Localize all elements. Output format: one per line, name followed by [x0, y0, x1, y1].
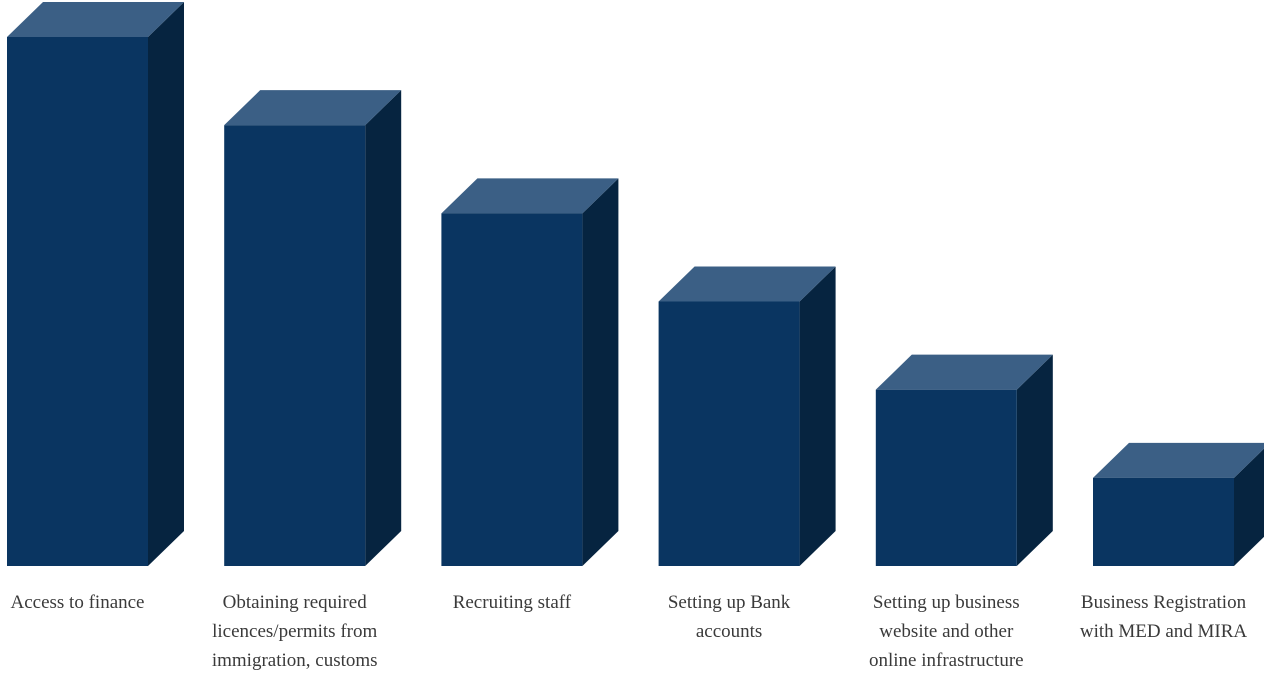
- bar-side-6: [1234, 448, 1264, 566]
- category-label-line: online infrastructure: [869, 650, 1024, 671]
- bar-1: [7, 37, 148, 566]
- category-label-line: immigration, customs: [211, 650, 378, 671]
- bar-top-6: [1093, 442, 1264, 478]
- bar-4: [658, 301, 800, 566]
- category-label-line: Setting up business: [872, 592, 1020, 613]
- bars-group: [7, 2, 1264, 567]
- category-label-line: Setting up Bank: [667, 592, 791, 613]
- category-label-3: Recruiting staff: [412, 588, 612, 617]
- category-label-2: Obtaining required licences/permits from i…: [195, 588, 395, 675]
- bar-side-1: [148, 2, 184, 566]
- category-label-line: Business Registration: [1080, 592, 1247, 613]
- bar-side-3: [582, 178, 619, 567]
- category-label-4: Setting up Bank accounts: [629, 588, 829, 646]
- category-label-line: Access to finance: [10, 592, 145, 613]
- category-label-1: Access to finance: [0, 588, 178, 617]
- bar-6: [1093, 477, 1234, 566]
- bar-top-5: [875, 354, 1053, 390]
- bar-side-5: [1016, 354, 1053, 566]
- bar-top-1: [7, 2, 184, 37]
- bar-top-2: [224, 90, 402, 126]
- bar-top-4: [658, 266, 836, 302]
- bar-top-3: [441, 178, 619, 214]
- category-label-6: Business Registration with MED and MIRA: [1064, 588, 1264, 646]
- bar-2: [224, 125, 366, 567]
- bar-5: [875, 389, 1017, 566]
- category-label-5: Setting up business website and other onli…: [846, 588, 1046, 675]
- bar-3: [441, 213, 583, 567]
- category-label-line: accounts: [695, 621, 763, 642]
- bar-side-2: [365, 90, 402, 567]
- category-label-line: licences/permits from: [212, 621, 378, 642]
- category-label-line: Obtaining required: [222, 592, 367, 613]
- category-label-line: with MED and MIRA: [1079, 621, 1248, 642]
- category-label-line: website and other: [879, 621, 1014, 642]
- category-label-line: Recruiting staff: [452, 592, 572, 613]
- bar-side-4: [799, 266, 836, 566]
